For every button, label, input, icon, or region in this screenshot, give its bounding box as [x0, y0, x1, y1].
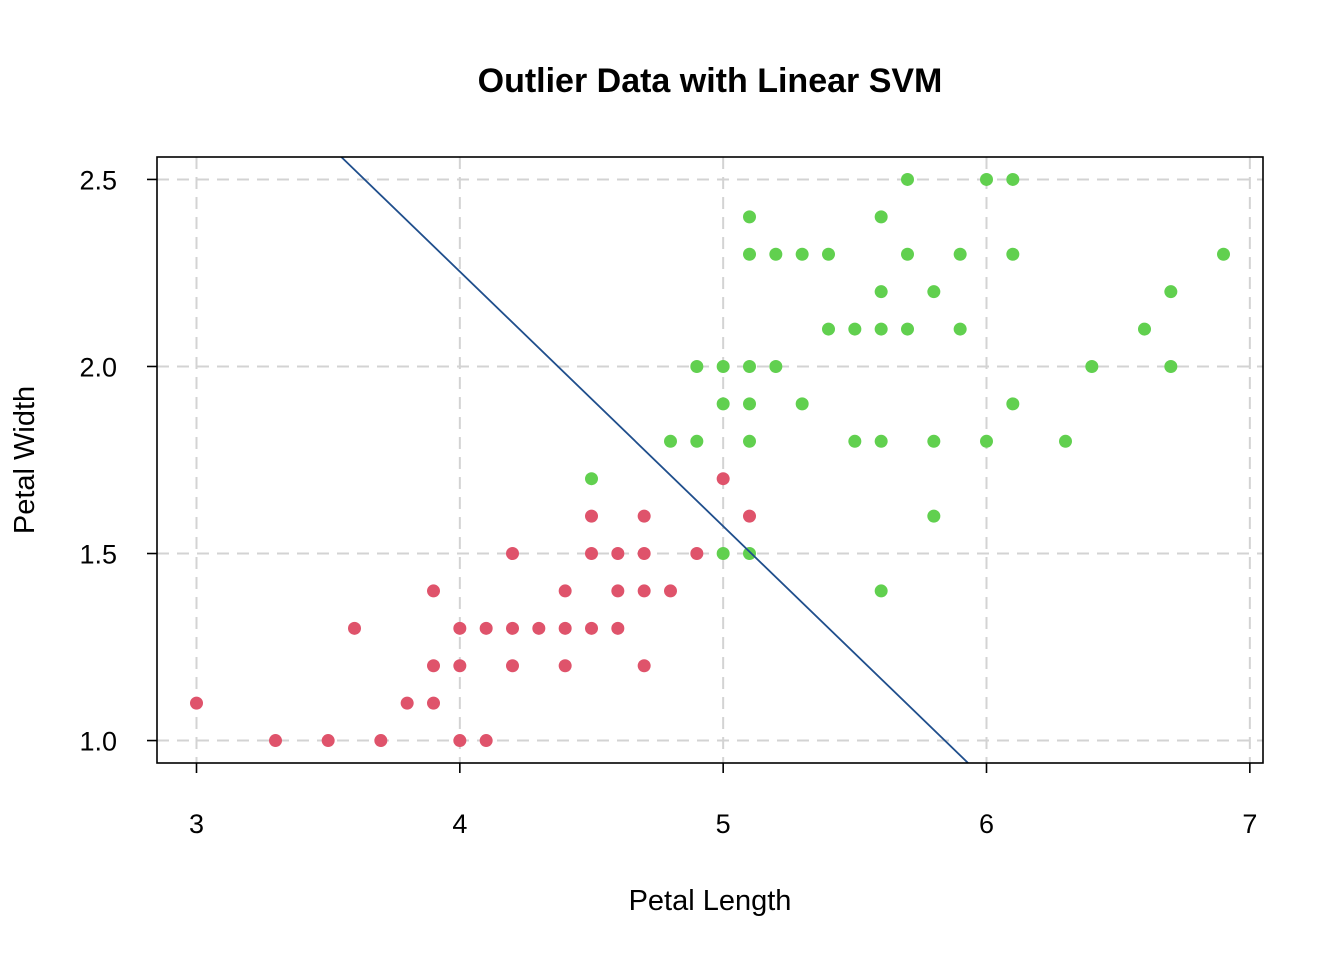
series-0-point-30: [637, 509, 651, 523]
series-1-point-37: [1006, 247, 1020, 261]
series-1-point-42: [1164, 359, 1178, 373]
series-1-point-6: [716, 359, 730, 373]
series-1-point-41: [1138, 322, 1151, 336]
series-1-point-13: [769, 359, 783, 373]
series-0-point-5: [400, 696, 414, 710]
series-0-point-0: [190, 696, 203, 710]
series-1-point-19: [848, 434, 862, 448]
series-0-point-9: [453, 734, 467, 748]
series-0-point-7: [427, 659, 440, 673]
grid-layer: [157, 157, 1263, 763]
series-1-point-24: [874, 285, 888, 299]
series-0-point-13: [479, 621, 493, 635]
series-1-point-43: [1164, 285, 1178, 299]
y-tick-label-0: 1.0: [79, 727, 117, 757]
x-tick-label-0: 3: [189, 809, 204, 839]
series-1-point-40: [1085, 359, 1099, 373]
series-0-point-31: [664, 584, 677, 598]
series-0-point-14: [506, 659, 519, 673]
series-1-point-44: [1217, 247, 1230, 261]
series-0-point-34: [743, 509, 756, 523]
series-0-point-24: [611, 621, 625, 635]
series-0-point-25: [611, 584, 625, 598]
series-1-point-33: [953, 247, 967, 261]
series-1-point-18: [822, 247, 835, 261]
series-1-point-15: [795, 397, 809, 411]
series-0-point-12: [479, 734, 493, 748]
series-1-point-2: [690, 434, 704, 448]
chart-title: Outlier Data with Linear SVM: [478, 62, 943, 100]
series-1-point-7: [743, 547, 756, 561]
y-tick-label-3: 2.5: [79, 165, 117, 195]
series-1-point-28: [901, 172, 914, 186]
series-0-point-16: [506, 547, 519, 561]
series-1-point-16: [795, 247, 809, 261]
x-tick-label-4: 7: [1242, 809, 1257, 839]
series-0-point-3: [348, 621, 361, 635]
decision-line-layer: [340, 156, 969, 764]
x-axis-label: Petal Length: [629, 885, 792, 917]
series-0-point-20: [558, 584, 572, 598]
y-axis-label: Petal Width: [9, 386, 41, 534]
series-1-point-4: [716, 547, 730, 561]
points-layer: [190, 172, 1230, 748]
series-0-point-17: [532, 621, 546, 635]
series-0-point-11: [453, 621, 467, 635]
series-0-point-21: [585, 621, 598, 635]
series-0-point-32: [690, 547, 704, 561]
series-0-point-28: [637, 584, 651, 598]
ticks-layer: 3 4 5 6 7 1.0 1.5 2.0 2.5: [79, 165, 1257, 839]
series-0-point-33: [716, 472, 730, 486]
y-tick-label-2: 2.0: [79, 352, 117, 382]
series-1-point-0: [585, 472, 598, 486]
x-tick-label-3: 6: [979, 809, 994, 839]
plot-frame: [156, 156, 1264, 764]
series-1-point-27: [901, 247, 914, 261]
series-1-point-39: [1059, 434, 1072, 448]
series-0-point-8: [427, 584, 440, 598]
series-1-point-1: [664, 434, 677, 448]
series-0-point-22: [585, 547, 598, 561]
series-1-point-25: [874, 210, 888, 224]
series-1-point-3: [690, 359, 704, 373]
series-1-point-32: [953, 322, 967, 336]
series-1-point-30: [927, 434, 941, 448]
series-0-point-2: [321, 734, 335, 748]
x-tick-label-2: 5: [716, 809, 731, 839]
svm-decision-line: [340, 156, 969, 764]
series-0-point-1: [269, 734, 282, 748]
series-1-point-17: [822, 322, 835, 336]
x-tick-label-1: 4: [452, 809, 467, 839]
series-1-point-34: [980, 434, 993, 448]
series-0-point-29: [637, 547, 651, 561]
series-1-point-35: [980, 172, 993, 186]
series-1-point-11: [743, 247, 756, 261]
series-0-point-15: [506, 621, 519, 635]
series-0-point-23: [585, 509, 598, 523]
series-1-point-10: [743, 359, 756, 373]
series-1-point-8: [743, 434, 756, 448]
series-1-point-20: [848, 322, 862, 336]
series-1-point-23: [874, 322, 888, 336]
series-1-point-26: [901, 322, 914, 336]
series-1-point-5: [716, 397, 730, 411]
series-0-point-27: [637, 659, 651, 673]
series-1-point-29: [927, 509, 941, 523]
y-tick-label-1: 1.5: [79, 540, 117, 570]
series-1-point-12: [743, 210, 756, 224]
series-1-point-38: [1006, 172, 1020, 186]
series-0-point-10: [453, 659, 467, 673]
series-1-point-31: [927, 285, 941, 299]
series-0-point-4: [374, 734, 388, 748]
series-1-point-21: [874, 584, 888, 598]
series-0-point-18: [558, 659, 572, 673]
series-0-point-26: [611, 547, 625, 561]
series-0-point-19: [558, 621, 572, 635]
series-1-point-22: [874, 434, 888, 448]
series-1-point-14: [769, 247, 783, 261]
series-0-point-6: [427, 696, 440, 710]
series-1-point-9: [743, 397, 756, 411]
series-1-point-36: [1006, 397, 1020, 411]
